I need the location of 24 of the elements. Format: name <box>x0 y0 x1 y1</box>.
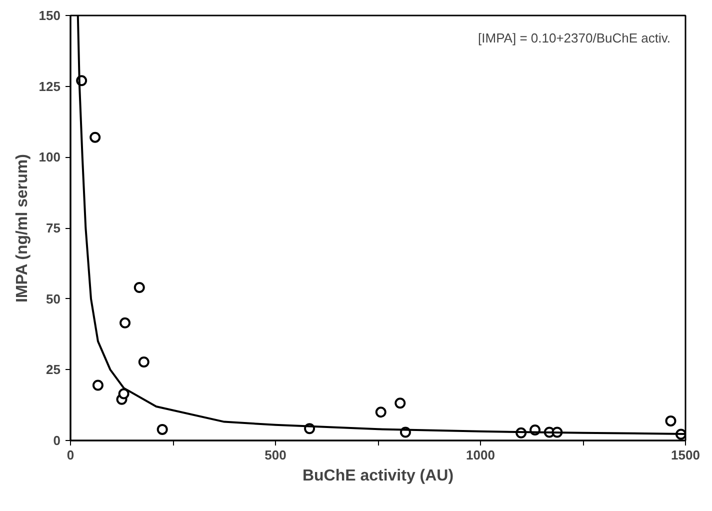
annotation: [IMPA] = 0.10+2370/BuChE activ. <box>478 30 671 46</box>
point <box>394 398 406 409</box>
point <box>375 406 386 418</box>
point <box>134 282 145 293</box>
y-axis-title: IMPA (ng/ml serum) <box>14 154 31 303</box>
point <box>665 415 676 426</box>
y-tick-label: 150 <box>38 8 61 23</box>
y-tick-label: 50 <box>46 291 61 306</box>
y-tick-label: 125 <box>38 78 61 94</box>
y-tick-label: 0 <box>53 433 61 448</box>
point <box>156 424 168 435</box>
point <box>138 356 150 368</box>
x-tick-label: 500 <box>264 448 286 462</box>
y-tick-label: 25 <box>46 362 61 378</box>
x-tick-label: 0 <box>66 448 74 462</box>
x-tick-label: 1500 <box>671 448 700 462</box>
point <box>120 317 131 328</box>
x-tick-label: 1000 <box>466 448 495 462</box>
y-tick-label: 75 <box>46 220 61 236</box>
point <box>118 388 130 400</box>
point <box>92 380 104 391</box>
x-axis-title: BuChE activity (AU) <box>302 468 454 484</box>
point <box>90 132 101 143</box>
y-tick-label: 100 <box>38 150 61 165</box>
